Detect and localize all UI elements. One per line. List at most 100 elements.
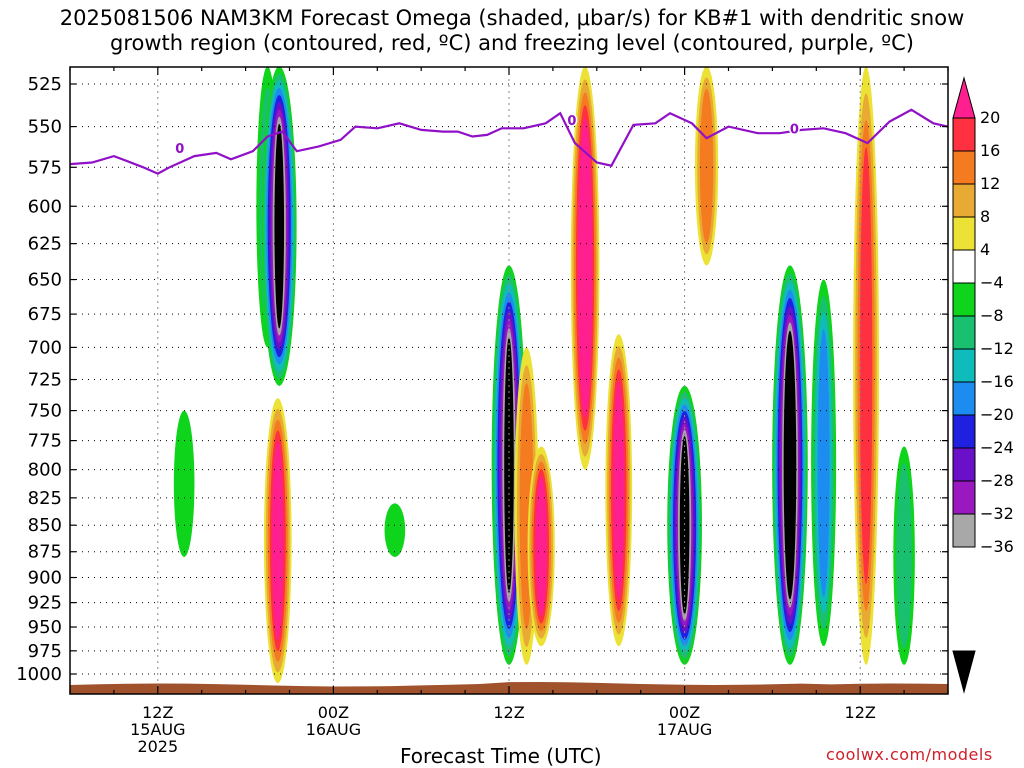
y-tick-label-575: 575: [28, 157, 62, 178]
colorbar-label-9: −16: [980, 372, 1014, 391]
colorbar-legend: 20 16 12 8 4 −4 −8 −12 −16 −20 −24 −28 −32 −36: [952, 76, 1014, 694]
x-axis-title: Forecast Time (UTC): [400, 744, 602, 768]
colorbar-label-4: 8: [980, 207, 990, 226]
y-tick-label-900: 900: [28, 568, 62, 589]
y-tick-label-925: 925: [28, 593, 62, 614]
site-credit: coolwx.com/models: [826, 745, 993, 764]
colorbar-bin-4: [952, 183, 976, 218]
y-tick-label-1000: 1000: [16, 664, 62, 685]
omega-contour-8-5: [535, 476, 547, 617]
y-tick-label-850: 850: [28, 515, 62, 536]
colorbar-bin-12: [952, 447, 976, 482]
y-tick-label-600: 600: [28, 196, 62, 217]
omega-contour-15-4: [859, 147, 873, 585]
omega-contour-13-10: [785, 338, 795, 592]
omega-contour-10-5: [613, 381, 625, 600]
colorbar-bin-7: [952, 282, 976, 317]
omega-contour-3-5: [272, 441, 284, 641]
y-tick-label-975: 975: [28, 641, 62, 662]
colorbar-bin-5: [952, 216, 976, 251]
freezing-level-contour: 0 0 0: [70, 108, 948, 175]
y-tick-label-950: 950: [28, 617, 62, 638]
colorbar-label-7: −8: [980, 306, 1004, 325]
x-tick-label-6-2: 15AUG: [130, 720, 185, 739]
chart-title-line-2: growth region (contoured, red, ºC) and f…: [110, 31, 914, 55]
colorbar-bin-8: [952, 315, 976, 350]
colorbar-label-10: −20: [980, 405, 1014, 424]
colorbar-label-13: −32: [980, 504, 1014, 523]
y-tick-label-525: 525: [28, 74, 62, 95]
omega-contour-9-6: [579, 131, 591, 405]
omega-feature-15: [853, 67, 880, 665]
omega-feature-12: [694, 67, 719, 266]
colorbar-bin-1: [952, 76, 976, 119]
colorbar-bin-15: [952, 650, 976, 694]
freezing-level-label-1: 0: [175, 142, 184, 157]
y-tick-label-750: 750: [28, 401, 62, 422]
colorbar-label-14: −36: [980, 537, 1014, 556]
y-tick-label-550: 550: [28, 117, 62, 138]
omega-feature-9: [570, 67, 600, 470]
colorbar-bin-11: [952, 414, 976, 449]
x-tick-label-18-1: 00Z: [318, 703, 349, 722]
colorbar-label-6: −4: [980, 273, 1004, 292]
x-tick-label-42-1: 00Z: [669, 703, 700, 722]
freezing-level-label-2: 0: [567, 114, 576, 129]
freezing-level-line: [70, 108, 948, 175]
colorbar-bin-14: [952, 513, 976, 548]
chart-title-line-1: 2025081506 NAM3KM Forecast Omega (shaded…: [59, 6, 965, 30]
omega-feature-13: [772, 265, 808, 665]
y-tick-label-625: 625: [28, 234, 62, 255]
omega-contour-4-1: [173, 410, 195, 557]
omega-contour-16-2: [896, 462, 912, 649]
colorbar-label-2: 16: [980, 141, 1000, 160]
omega-feature-2: [261, 67, 297, 386]
y-axis: 525 550 575 600 625 650 675 700 725 750 775 800 825 8…: [16, 74, 948, 685]
x-tick-label-6-1: 12Z: [142, 703, 173, 722]
omega-contour-14-4: [817, 329, 830, 597]
x-tick-label-6-3: 2025: [137, 737, 178, 756]
colorbar-label-12: −28: [980, 471, 1014, 490]
omega-contour-6-9: [504, 337, 514, 593]
colorbar-bin-3: [952, 150, 976, 185]
y-tick-label-675: 675: [28, 304, 62, 325]
omega-feature-8: [527, 446, 555, 647]
colorbar-bin-9: [952, 348, 976, 383]
omega-feature-3: [263, 398, 292, 684]
omega-contour-12-3: [699, 88, 714, 243]
omega-feature-16: [893, 446, 915, 665]
grid-lines: [70, 67, 948, 694]
x-tick-label-42-2: 17AUG: [657, 720, 712, 739]
y-tick-label-825: 825: [28, 488, 62, 509]
colorbar-bin-2: [952, 117, 976, 152]
omega-feature-10: [605, 334, 633, 647]
colorbar-label-3: 12: [980, 174, 1000, 193]
y-tick-label-700: 700: [28, 337, 62, 358]
omega-feature-11: [667, 385, 702, 665]
y-tick-label-775: 775: [28, 431, 62, 452]
colorbar-label-5: 4: [980, 240, 990, 259]
omega-shading: [173, 67, 915, 684]
omega-feature-14: [811, 279, 837, 647]
omega-contour-2-9: [274, 123, 285, 329]
omega-feature-5: [384, 503, 406, 557]
x-tick-label-54-1: 12Z: [845, 703, 876, 722]
omega-contour-11-9: [679, 436, 690, 615]
omega-feature-4: [173, 410, 195, 557]
x-tick-label-18-2: 16AUG: [306, 720, 361, 739]
omega-contour-5-1: [384, 503, 406, 557]
colorbar-label-8: −12: [980, 339, 1014, 358]
y-tick-label-650: 650: [28, 270, 62, 291]
colorbar-label-11: −24: [980, 438, 1014, 457]
y-tick-label-725: 725: [28, 370, 62, 391]
x-tick-label-30-1: 12Z: [493, 703, 524, 722]
colorbar-bin-6: [952, 249, 976, 284]
freezing-level-label-3: 0: [790, 122, 799, 137]
colorbar-bin-13: [952, 480, 976, 515]
colorbar-bin-10: [952, 381, 976, 416]
y-tick-label-800: 800: [28, 460, 62, 481]
y-tick-label-875: 875: [28, 542, 62, 563]
colorbar-label-1: 20: [980, 108, 1000, 127]
